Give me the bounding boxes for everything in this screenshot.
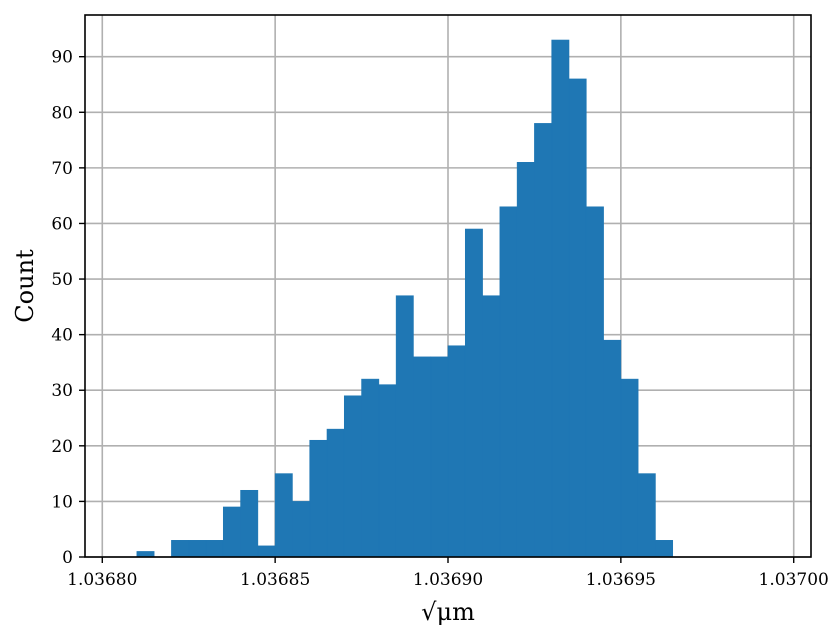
histogram-bar xyxy=(551,39,570,558)
histogram-bar xyxy=(447,345,466,558)
histogram-bar xyxy=(309,439,328,558)
y-tick-label: 40 xyxy=(51,326,73,346)
y-tick-label: 50 xyxy=(51,270,73,290)
histogram-bar xyxy=(516,162,535,558)
histogram-bar xyxy=(171,540,190,558)
histogram-bar xyxy=(499,206,518,558)
y-tick-label: 60 xyxy=(51,214,73,234)
histogram-bar xyxy=(292,501,311,558)
histogram-bar xyxy=(430,356,449,558)
histogram-bar xyxy=(222,506,241,558)
x-axis-title: √μm xyxy=(421,598,475,626)
histogram-bar xyxy=(257,545,276,558)
x-tick-label: 1.03690 xyxy=(413,570,483,590)
histogram-bar xyxy=(568,78,587,558)
y-axis-title: Count xyxy=(11,249,39,323)
histogram-bar xyxy=(620,378,639,558)
histogram-bar xyxy=(361,378,380,558)
histogram-bar xyxy=(240,489,259,558)
y-tick-label: 30 xyxy=(51,381,73,401)
y-tick-label: 90 xyxy=(51,48,73,68)
bars xyxy=(136,39,674,558)
y-tick-label: 20 xyxy=(51,437,73,457)
histogram-bar xyxy=(326,428,345,558)
histogram-bar xyxy=(136,551,155,558)
histogram-bar xyxy=(395,295,414,558)
axis-ticks: 1.03680 1.03685 1.03690 1.03695 1.03700 0 10 20… xyxy=(51,48,829,590)
y-axis-title-group: Count xyxy=(11,249,39,323)
histogram-bar xyxy=(413,356,432,558)
histogram-bar xyxy=(378,384,397,558)
x-tick-label: 1.03685 xyxy=(240,570,310,590)
histogram-bar xyxy=(637,473,656,558)
histogram-bar xyxy=(585,206,604,558)
x-tick-label: 1.03700 xyxy=(759,570,829,590)
y-tick-label: 10 xyxy=(51,492,73,512)
histogram-bar xyxy=(603,339,622,558)
histogram-bar xyxy=(655,540,674,558)
histogram-bar xyxy=(205,540,224,558)
x-tick-label: 1.03680 xyxy=(67,570,137,590)
x-axis-title-group: √μm xyxy=(421,598,475,626)
x-tick-label: 1.03695 xyxy=(586,570,656,590)
histogram-bar xyxy=(482,295,501,558)
histogram-bar xyxy=(464,228,483,558)
histogram-bar xyxy=(274,473,293,558)
histogram-bar xyxy=(343,395,362,558)
y-tick-label: 0 xyxy=(62,548,73,568)
y-tick-label: 70 xyxy=(51,159,73,179)
y-tick-label: 80 xyxy=(51,103,73,123)
histogram-bar xyxy=(188,540,207,558)
histogram-bar xyxy=(534,123,553,558)
